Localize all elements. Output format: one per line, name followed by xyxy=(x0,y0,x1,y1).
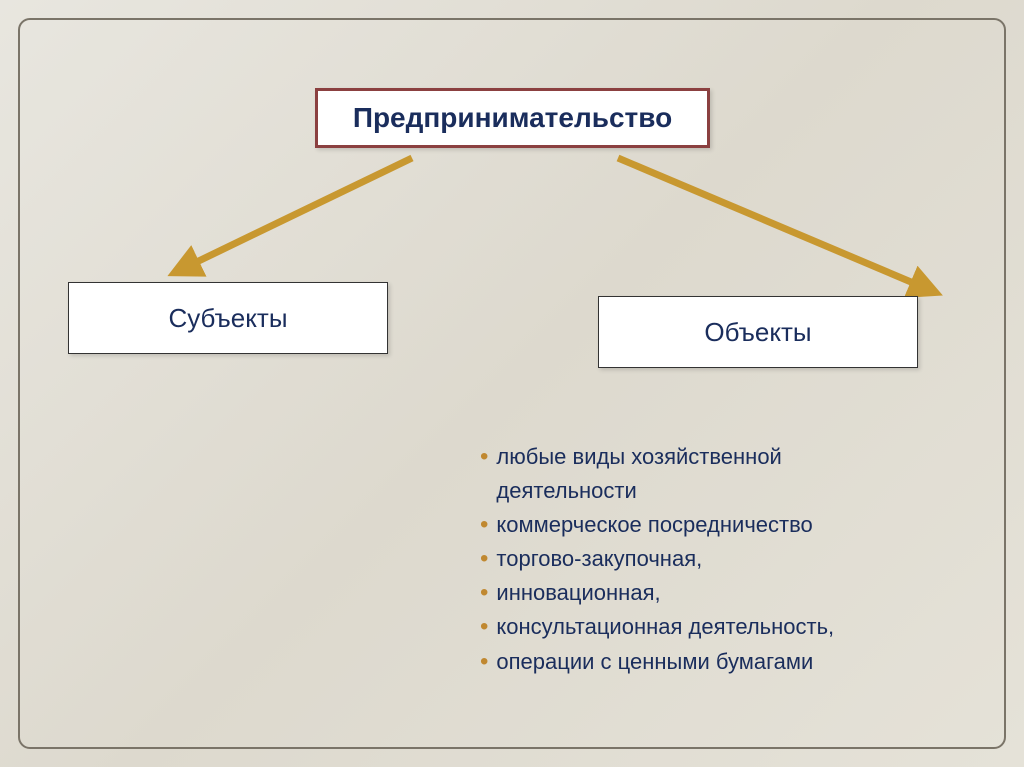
bullet-icon: • xyxy=(480,645,488,679)
bullet-text: операции с ценными бумагами xyxy=(496,645,920,679)
list-item: • торгово-закупочная, xyxy=(480,542,920,576)
left-branch-label: Субъекты xyxy=(168,303,287,334)
list-item: • любые виды хозяйственной деятельности xyxy=(480,440,920,508)
left-branch-box: Субъекты xyxy=(68,282,388,354)
bullet-icon: • xyxy=(480,576,488,610)
list-item: • операции с ценными бумагами xyxy=(480,645,920,679)
bullet-icon: • xyxy=(480,610,488,644)
right-branch-box: Объекты xyxy=(598,296,918,368)
bullet-text: коммерческое посредничество xyxy=(496,508,920,542)
list-item: • инновационная, xyxy=(480,576,920,610)
right-branch-label: Объекты xyxy=(704,317,811,348)
title-text: Предпринимательство xyxy=(353,102,672,134)
bullet-text: любые виды хозяйственной деятельности xyxy=(496,440,920,508)
bullet-text: консультационная деятельность, xyxy=(496,610,920,644)
list-item: • консультационная деятельность, xyxy=(480,610,920,644)
bullet-icon: • xyxy=(480,440,488,474)
title-box: Предпринимательство xyxy=(315,88,710,148)
list-item: • коммерческое посредничество xyxy=(480,508,920,542)
bullet-text: торгово-закупочная, xyxy=(496,542,920,576)
bullet-list: • любые виды хозяйственной деятельности … xyxy=(480,440,920,679)
bullet-text: инновационная, xyxy=(496,576,920,610)
bullet-icon: • xyxy=(480,542,488,576)
bullet-icon: • xyxy=(480,508,488,542)
